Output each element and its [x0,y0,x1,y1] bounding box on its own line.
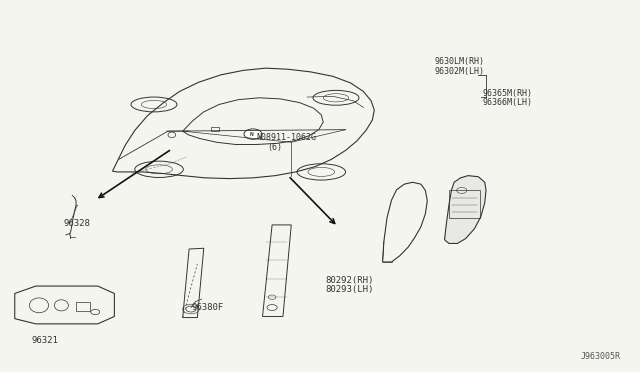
Text: 96302M(LH): 96302M(LH) [435,67,485,76]
Text: 80292(RH): 80292(RH) [325,276,374,285]
Text: 96366M(LH): 96366M(LH) [483,98,533,107]
Bar [211,128,219,131]
Text: 96321: 96321 [31,336,58,346]
Text: J963005R: J963005R [580,352,620,361]
Polygon shape [445,176,486,243]
Bar [449,190,479,218]
Text: 96328: 96328 [63,219,90,228]
Text: (6): (6) [268,142,283,151]
Text: 96380F: 96380F [191,303,223,312]
Text: 80293(LH): 80293(LH) [325,285,374,294]
Circle shape [244,129,262,139]
Text: 96365M(RH): 96365M(RH) [483,89,533,98]
Text: N08911-1062G: N08911-1062G [256,133,316,142]
Bar [76,302,90,311]
Text: 9630LM(RH): 9630LM(RH) [435,57,485,66]
Text: N: N [250,132,253,137]
